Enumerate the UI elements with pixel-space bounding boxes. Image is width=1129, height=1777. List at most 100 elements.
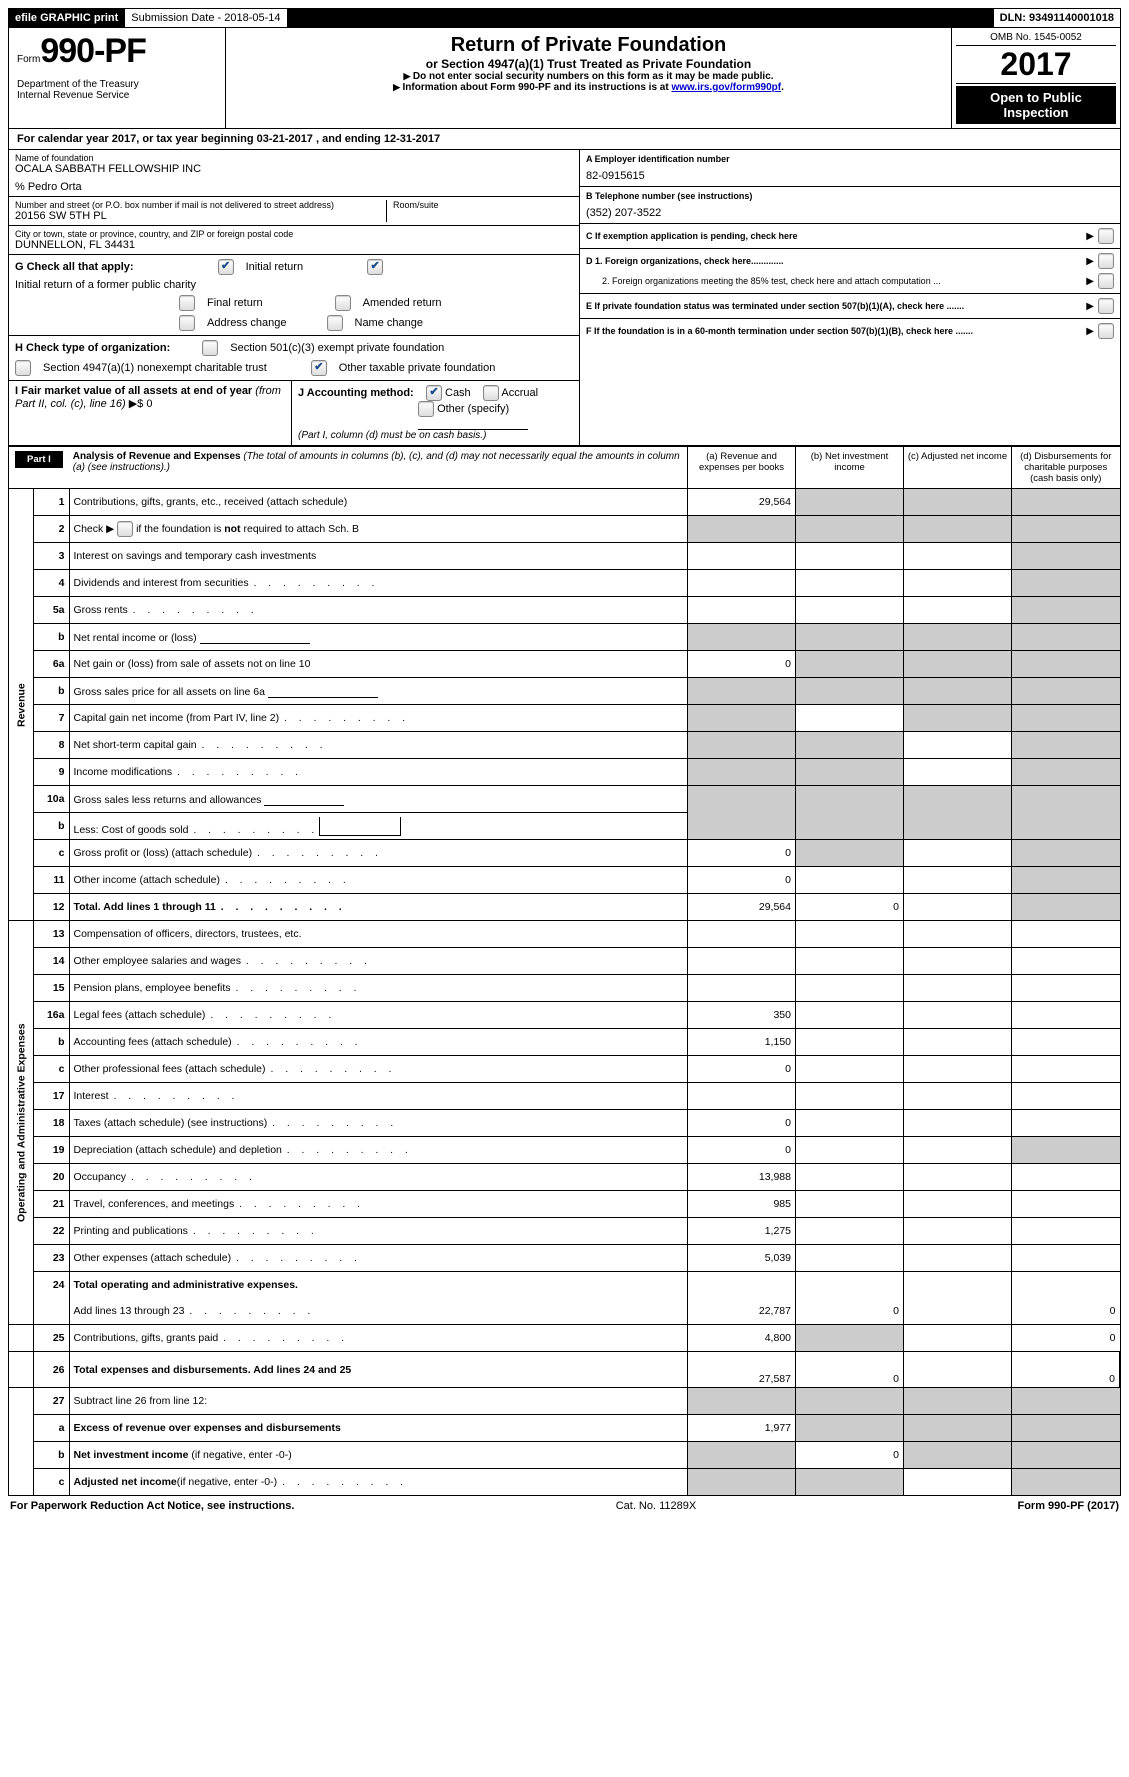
row-desc: Add lines 13 through 23: [69, 1298, 688, 1325]
row-desc: Other professional fees (attach schedule…: [69, 1056, 688, 1083]
efile-tag: efile GRAPHIC print: [9, 9, 125, 27]
cell-shaded: [688, 1442, 796, 1469]
top-bar-spacer: [288, 9, 994, 27]
row-18: 18Taxes (attach schedule) (see instructi…: [9, 1110, 1120, 1137]
inline-field[interactable]: [268, 685, 378, 698]
inline-field[interactable]: [319, 817, 401, 836]
cb-4947[interactable]: [15, 360, 31, 376]
amt-a: 4,800: [688, 1325, 796, 1352]
row-23: 23Other expenses (attach schedule)5,039: [9, 1245, 1120, 1272]
a-label: A Employer identification number: [586, 154, 1114, 164]
cb-amended-return[interactable]: [335, 295, 351, 311]
amt-c: [904, 1245, 1012, 1272]
cb-cash[interactable]: [426, 385, 442, 401]
amt-a: 1,977: [688, 1415, 796, 1442]
row-num: b: [33, 1442, 69, 1469]
footer-right: Form 990-PF (2017): [1017, 1500, 1119, 1512]
cell-shaded: [1012, 1137, 1120, 1164]
cb-initial-return[interactable]: [218, 259, 234, 275]
cb-60month[interactable]: [1098, 323, 1114, 339]
box-a: A Employer identification number 82-0915…: [580, 150, 1120, 187]
name-label: Name of foundation: [15, 153, 573, 163]
cb-exemption-pending[interactable]: [1098, 228, 1114, 244]
cell-shaded: [1012, 705, 1120, 732]
cb-85pct-test[interactable]: [1098, 273, 1114, 289]
cb-foreign-org[interactable]: [1098, 253, 1114, 269]
other-specify-field[interactable]: [418, 417, 528, 430]
room-label: Room/suite: [393, 200, 573, 210]
row-desc: Net short-term capital gain: [69, 732, 688, 759]
cell-shaded: [1012, 570, 1120, 597]
j-note: (Part I, column (d) must be on cash basi…: [298, 430, 573, 441]
submission-label: Submission Date -: [131, 12, 224, 24]
col-d-header: (d) Disbursements for charitable purpose…: [1012, 447, 1120, 489]
row-num: 19: [33, 1137, 69, 1164]
blank-cell: [9, 1325, 33, 1352]
irs-link[interactable]: www.irs.gov/form990pf: [671, 82, 781, 93]
amt-d: 0: [1012, 1352, 1120, 1388]
row-num: b: [33, 813, 69, 840]
info-line: Information about Form 990-PF and its in…: [232, 82, 945, 93]
amt-a: 350: [688, 1002, 796, 1029]
amt-c: [904, 1164, 1012, 1191]
amt-c: [904, 732, 1012, 759]
cb-initial-former[interactable]: [367, 259, 383, 275]
cb-final-return[interactable]: [179, 295, 195, 311]
inline-field[interactable]: [264, 793, 344, 806]
d2-label: 2. Foreign organizations meeting the 85%…: [586, 276, 941, 286]
submission-date: Submission Date - 2018-05-14: [125, 9, 287, 27]
amt-b: [796, 975, 904, 1002]
row-desc: Net gain or (loss) from sale of assets n…: [69, 651, 688, 678]
row-16b: bAccounting fees (attach schedule)1,150: [9, 1029, 1120, 1056]
phone-value: (352) 207-3522: [586, 207, 1114, 219]
amt-d: [1012, 1029, 1120, 1056]
street-cell: Number and street (or P.O. box number if…: [9, 197, 579, 226]
row-desc: Taxes (attach schedule) (see instruction…: [69, 1110, 688, 1137]
arrow-icon: ▶: [1086, 256, 1094, 267]
line-h: H Check type of organization: Section 50…: [9, 336, 579, 381]
cell-shaded: [688, 1469, 796, 1496]
h-label: H Check type of organization:: [15, 342, 170, 354]
amt-a: [688, 921, 796, 948]
tax-year: 2017: [956, 45, 1116, 84]
h-4947: Section 4947(a)(1) nonexempt charitable …: [43, 362, 267, 374]
amt-b: [796, 570, 904, 597]
entity-section: For calendar year 2017, or tax year begi…: [8, 129, 1121, 446]
row-desc: Occupancy: [69, 1164, 688, 1191]
cb-sch-b[interactable]: [117, 521, 133, 537]
inline-field[interactable]: [200, 631, 310, 644]
cb-address-change[interactable]: [179, 315, 195, 331]
page-footer: For Paperwork Reduction Act Notice, see …: [8, 1496, 1121, 1516]
amt-a: 13,988: [688, 1164, 796, 1191]
col-a-header: (a) Revenue and expenses per books: [688, 447, 796, 489]
amt-d: [1012, 948, 1120, 975]
row-num: 11: [33, 867, 69, 894]
i-label: I Fair market value of all assets at end…: [15, 385, 255, 397]
row-27: 27Subtract line 26 from line 12:: [9, 1388, 1120, 1415]
row-desc-text: Gross sales price for all assets on line…: [74, 686, 265, 698]
amt-c: [904, 975, 1012, 1002]
cb-other-method[interactable]: [418, 401, 434, 417]
cb-501c3[interactable]: [202, 340, 218, 356]
row-2: 2 Check ▶ if the foundation is not requi…: [9, 516, 1120, 543]
row-11: 11Other income (attach schedule)0: [9, 867, 1120, 894]
cb-status-terminated[interactable]: [1098, 298, 1114, 314]
amt-a: 22,787: [688, 1298, 796, 1325]
cell-shaded: [1012, 867, 1120, 894]
row-num: c: [33, 1469, 69, 1496]
amt-c: [904, 1469, 1012, 1496]
cb-accrual[interactable]: [483, 385, 499, 401]
row-desc: Total expenses and disbursements. Add li…: [69, 1352, 688, 1388]
amt-a: [688, 1083, 796, 1110]
blank-cell: [9, 1352, 33, 1388]
part1-table: Part I Analysis of Revenue and Expenses …: [9, 446, 1120, 1495]
amt-c: [904, 1352, 1012, 1388]
row-13: Operating and Administrative Expenses 13…: [9, 921, 1120, 948]
cell-shaded: [904, 705, 1012, 732]
row-num: 18: [33, 1110, 69, 1137]
cb-name-change[interactable]: [327, 315, 343, 331]
foundation-name: OCALA SABBATH FELLOWSHIP INC: [15, 163, 573, 175]
cell-shaded: [796, 1469, 904, 1496]
cell-shaded: [1012, 813, 1120, 840]
cb-other-taxable[interactable]: [311, 360, 327, 376]
